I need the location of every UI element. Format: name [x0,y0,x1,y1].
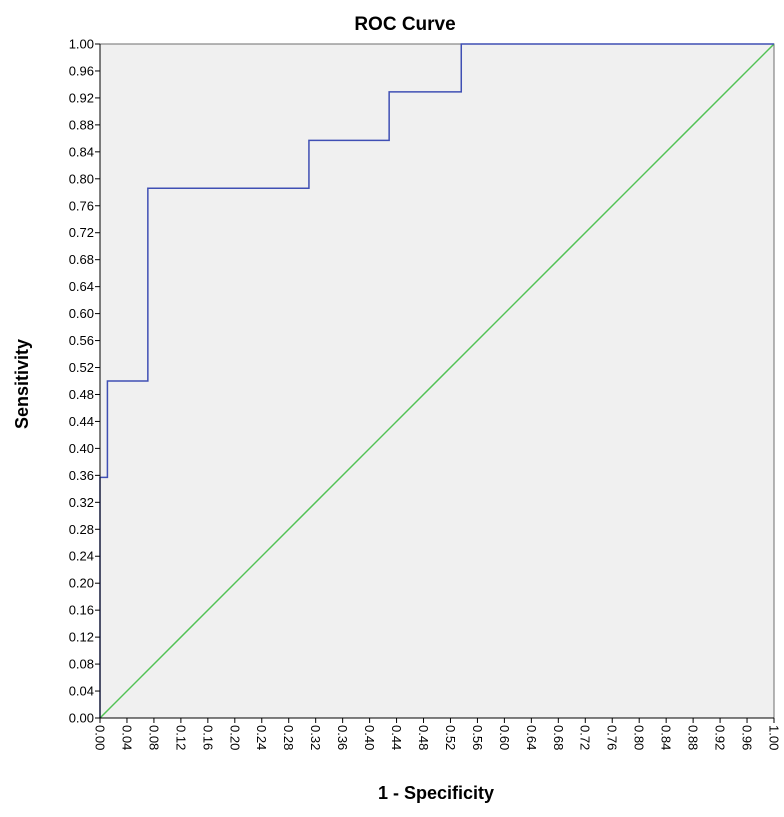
y-tick-label: 0.20 [69,576,94,591]
x-tick-label: 0.96 [739,725,754,750]
x-tick-label: 0.80 [632,725,647,750]
y-tick-label: 0.04 [69,684,94,699]
x-tick-label: 0.56 [470,725,485,750]
x-tick-label: 1.00 [766,725,781,750]
x-tick-label: 0.60 [497,725,512,750]
y-tick-label: 0.68 [69,252,94,267]
y-tick-label: 0.36 [69,468,94,483]
x-axis-label: 1 - Specificity [378,783,494,803]
x-tick-label: 0.32 [308,725,323,750]
y-tick-label: 0.60 [69,306,94,321]
x-axis: 0.00 0.04 0.08 0.12 0.16 0.20 0.24 0.28 0.32 0.36… [92,717,781,750]
y-tick-label: 1.00 [69,37,94,52]
y-tick-label: 0.88 [69,117,94,132]
y-tick-label: 0.00 [69,711,94,726]
y-tick-label: 0.32 [69,495,94,510]
x-tick-label: 0.40 [362,725,377,750]
x-tick-label: 0.64 [524,725,539,750]
x-tick-label: 0.04 [119,725,134,750]
y-tick-label: 0.56 [69,333,94,348]
roc-curve-line [99,43,774,718]
x-tick-label: 0.76 [605,725,620,750]
x-tick-label: 0.16 [200,725,215,750]
y-tick-label: 0.08 [69,657,94,672]
x-tick-label: 0.44 [389,725,404,750]
reference-line [99,43,775,719]
y-axis-label: Sensitivity [12,339,32,429]
y-tick-label: 0.44 [69,414,94,429]
y-tick-label: 0.28 [69,522,94,537]
x-tick-label: 0.12 [173,725,188,750]
y-tick-label: 0.92 [69,90,94,105]
x-tick-label: 0.52 [443,725,458,750]
x-tick-label: 0.84 [659,725,674,750]
x-tick-label: 0.72 [578,725,593,750]
x-tick-label: 0.88 [686,725,701,750]
y-tick-label: 0.80 [69,171,94,186]
chart-title: ROC Curve [354,14,455,35]
y-tick-label: 0.52 [69,360,94,375]
x-tick-label: 0.08 [146,725,161,750]
x-tick-label: 0.20 [227,725,242,750]
y-tick-label: 0.24 [69,549,94,564]
y-tick-label: 0.96 [69,63,94,78]
x-tick-label: 0.68 [551,725,566,750]
y-tick-label: 0.48 [69,387,94,402]
y-axis: 0.00 0.04 0.08 0.12 0.16 0.20 0.24 0.28 0.32 0.36… [69,37,101,726]
y-tick-label: 0.12 [69,630,94,645]
y-tick-label: 0.72 [69,225,94,240]
y-tick-label: 0.84 [69,144,94,159]
y-tick-label: 0.76 [69,198,94,213]
x-tick-label: 0.48 [416,725,431,750]
x-tick-label: 0.00 [92,725,107,750]
x-tick-label: 0.24 [254,725,269,750]
y-tick-label: 0.40 [69,441,94,456]
y-tick-label: 0.64 [69,279,94,294]
y-tick-label: 0.16 [69,603,94,618]
x-tick-label: 0.36 [335,725,350,750]
x-tick-label: 0.92 [713,725,728,750]
x-tick-label: 0.28 [281,725,296,750]
